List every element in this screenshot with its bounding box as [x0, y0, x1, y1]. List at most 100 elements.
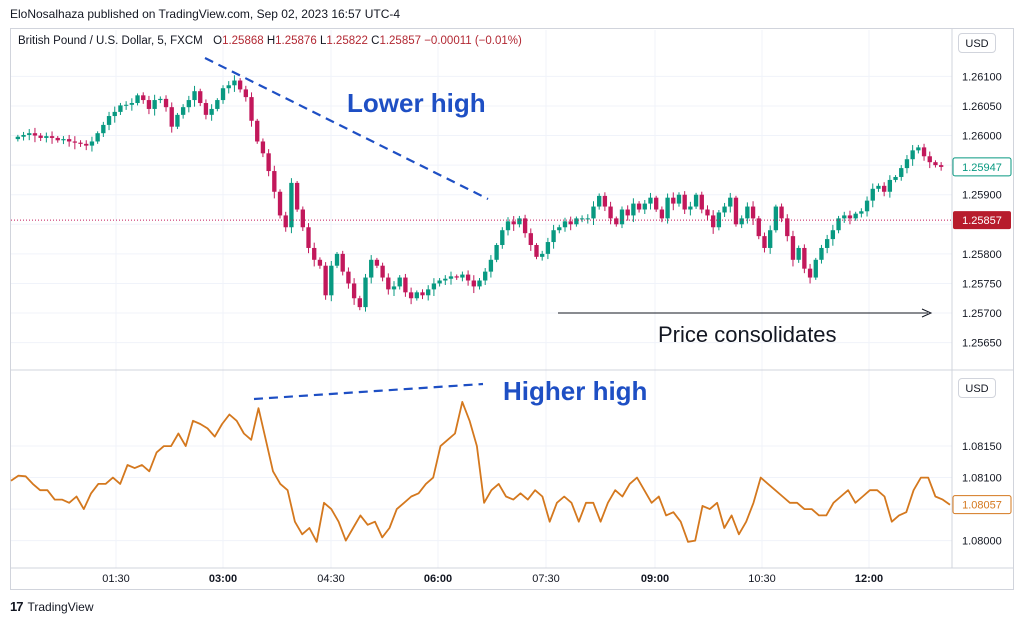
candle-body: [277, 191, 283, 216]
price-tick-label: 1.25700: [962, 308, 1002, 320]
candle-body: [705, 209, 710, 216]
candle-body: [773, 206, 779, 231]
candle-body: [431, 283, 437, 290]
candle-body: [78, 142, 83, 144]
candle-body: [785, 218, 790, 237]
low-value: 1.25822: [326, 35, 368, 47]
candle-body: [163, 98, 169, 108]
candle-body: [557, 227, 562, 231]
candle-body: [756, 218, 761, 237]
candle-body: [859, 211, 864, 214]
candle-body: [916, 147, 921, 151]
candle-body: [420, 292, 425, 296]
candle-body: [893, 176, 898, 180]
candle-body: [477, 280, 482, 287]
candle-body: [545, 242, 551, 254]
candle-body: [317, 259, 323, 266]
candle-body: [796, 247, 801, 260]
candle-body: [260, 141, 266, 154]
candle-body: [568, 221, 573, 225]
high-value: 1.25876: [275, 35, 317, 47]
candle-body: [334, 253, 340, 266]
candle-body: [488, 259, 494, 272]
candle-body: [180, 107, 186, 115]
candle-body: [255, 120, 260, 142]
candle-body: [471, 280, 476, 287]
candle-body: [534, 245, 539, 257]
candle-body: [540, 253, 545, 257]
candle-body: [49, 136, 55, 138]
tradingview-logo[interactable]: 17 TradingView: [10, 599, 94, 614]
indicator-currency-button[interactable]: USD: [958, 378, 996, 398]
candle-body: [608, 206, 613, 219]
open-label: O: [213, 35, 223, 47]
candle-body: [351, 283, 357, 299]
candle-body: [819, 247, 824, 260]
candle-body: [876, 185, 881, 189]
candle-body: [802, 247, 807, 269]
candle-body: [654, 197, 659, 210]
candle-body: [562, 221, 568, 228]
high-label: H: [266, 35, 276, 47]
candle-body: [426, 289, 431, 296]
candle-body: [61, 139, 66, 141]
candle-body: [374, 259, 380, 266]
candle-body: [500, 230, 505, 246]
candle-body: [232, 80, 237, 86]
indicator-line: [10, 400, 951, 543]
price-tick-label: 1.25650: [962, 338, 1002, 350]
indicator-tick-label: 1.08150: [962, 441, 1002, 453]
price-currency-button[interactable]: USD: [958, 33, 996, 53]
candle-body: [933, 162, 938, 166]
time-tick-label: 06:00: [424, 573, 452, 585]
candle-body: [682, 194, 687, 210]
low-label: L: [319, 35, 327, 47]
candle-body: [625, 209, 630, 216]
indicator-tick-label: 1.08100: [962, 473, 1002, 485]
candle-body: [511, 221, 516, 225]
candle-body: [824, 239, 830, 248]
candle-body: [203, 103, 209, 115]
candle-body: [369, 259, 374, 278]
candle-body: [853, 213, 858, 219]
candle-body: [728, 197, 733, 207]
candle-body: [112, 111, 117, 117]
candle-body: [460, 274, 465, 278]
candle-body: [779, 206, 784, 219]
candle-body: [15, 136, 21, 140]
candle-body: [887, 179, 893, 192]
candle-body: [283, 215, 288, 228]
candle-body: [152, 100, 157, 109]
candle-body: [215, 100, 220, 109]
candle-body: [676, 194, 682, 204]
candle-body: [483, 271, 488, 281]
candle-body: [927, 156, 932, 163]
candle-body: [44, 136, 49, 138]
candle-body: [323, 265, 328, 296]
time-tick-label: 03:00: [209, 573, 237, 585]
candle-body: [226, 85, 231, 89]
candle-body: [938, 165, 944, 167]
candle-body: [220, 88, 226, 101]
candle-body: [665, 197, 670, 219]
candle-body: [397, 277, 402, 287]
candle-body: [597, 195, 602, 207]
indicator-last-label: 1.08057: [962, 500, 1002, 512]
close-value: 1.25857: [379, 35, 422, 47]
candle-body: [237, 80, 243, 90]
candle-body: [454, 276, 459, 278]
candle-body: [870, 188, 875, 201]
candle-body: [631, 203, 636, 216]
symbol-legend[interactable]: British Pound / U.S. Dollar, 5, FXCM O1.…: [18, 35, 522, 47]
candle-body: [693, 194, 699, 207]
candle-body: [38, 135, 43, 138]
candle-body: [899, 168, 904, 177]
candle-body: [505, 221, 511, 231]
candle-body: [169, 107, 174, 127]
time-tick-label: 12:00: [855, 573, 883, 585]
candle-body: [739, 218, 744, 225]
candle-body: [21, 134, 26, 137]
candle-body: [437, 280, 442, 284]
candle-body: [517, 218, 522, 225]
candle-body: [175, 114, 180, 127]
